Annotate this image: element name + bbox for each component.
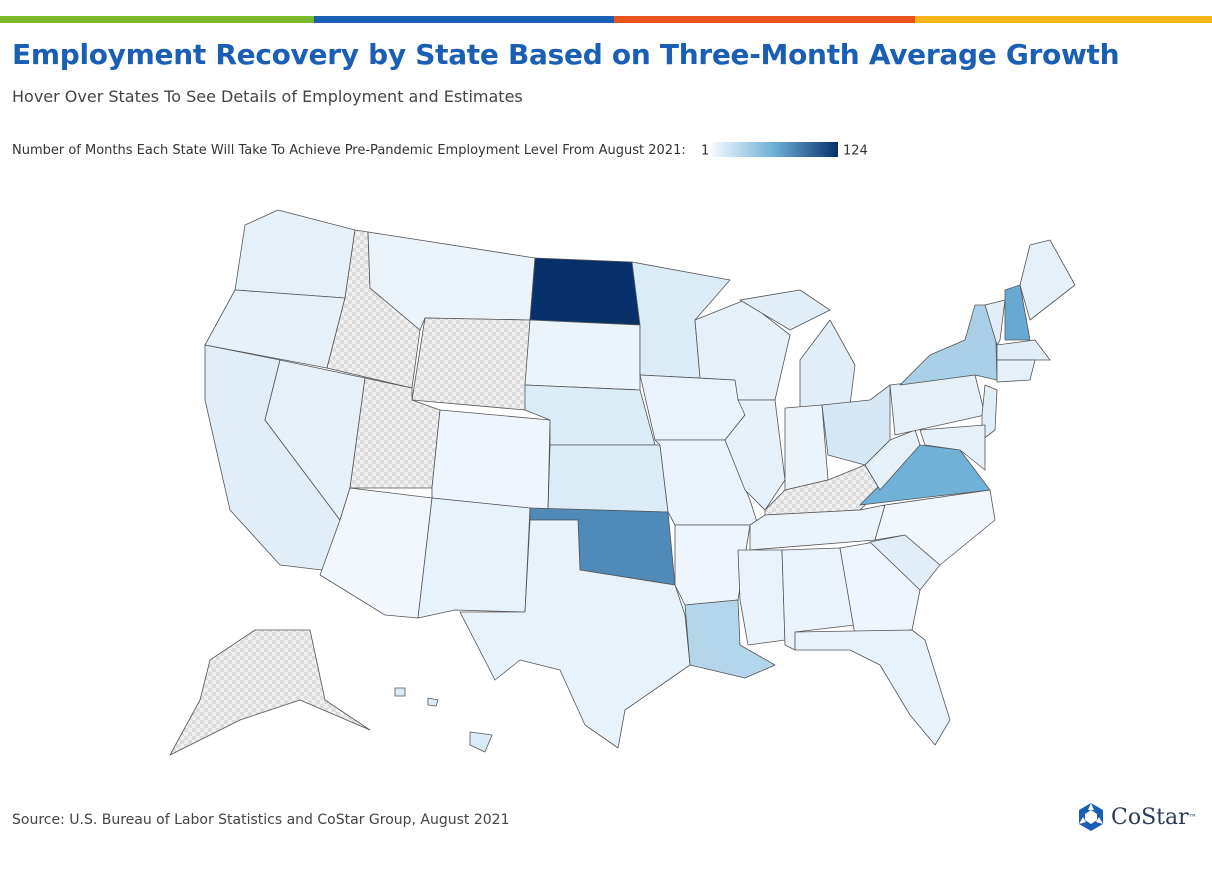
state-region[interactable]: [737, 549, 786, 646]
legend-gradient: [712, 142, 838, 157]
subtitle: Hover Over States To See Details of Empl…: [12, 87, 523, 106]
accent-bar: [915, 16, 1212, 23]
legend-label: Number of Months Each State Will Take To…: [12, 143, 686, 158]
state-region[interactable]: [899, 304, 998, 386]
state-region[interactable]: [411, 317, 531, 411]
title: Employment Recovery by State Based on Th…: [12, 38, 1120, 71]
state-region[interactable]: [459, 519, 691, 749]
accent-bar: [314, 16, 614, 23]
accent-bar: [0, 16, 314, 23]
state-region[interactable]: [234, 209, 356, 299]
state-region[interactable]: [417, 497, 531, 619]
state-region[interactable]: [169, 629, 371, 756]
state-region[interactable]: [839, 541, 921, 636]
state-region[interactable]: [639, 374, 746, 441]
state-region[interactable]: [1019, 239, 1076, 321]
logo-icon: [1079, 803, 1103, 831]
logo-name: CoStar: [1111, 804, 1189, 830]
state-region[interactable]: [1004, 284, 1031, 341]
legend-max: 124: [843, 144, 868, 159]
state-region[interactable]: [394, 687, 493, 753]
state-region[interactable]: [984, 299, 1006, 346]
accent-bar: [614, 16, 915, 23]
state-region[interactable]: [529, 257, 641, 326]
state-region[interactable]: [874, 489, 996, 566]
state-region[interactable]: [524, 319, 641, 391]
state-region[interactable]: [431, 409, 551, 511]
state-region[interactable]: [784, 404, 829, 491]
state-region[interactable]: [996, 339, 1051, 361]
logo-mark: ™: [1188, 812, 1197, 822]
state-region[interactable]: [996, 359, 1036, 383]
state-region[interactable]: [739, 289, 856, 409]
state-region[interactable]: [794, 629, 951, 746]
state-region[interactable]: [724, 399, 786, 511]
state-region[interactable]: [981, 384, 998, 441]
state-region[interactable]: [864, 429, 921, 491]
state-region[interactable]: [547, 444, 669, 513]
logo: CoStar ™: [1076, 802, 1197, 832]
state-region[interactable]: [684, 599, 776, 679]
legend-min: 1: [701, 144, 709, 159]
state-region[interactable]: [919, 424, 986, 471]
source: Source: U.S. Bureau of Labor Statistics …: [12, 812, 510, 828]
